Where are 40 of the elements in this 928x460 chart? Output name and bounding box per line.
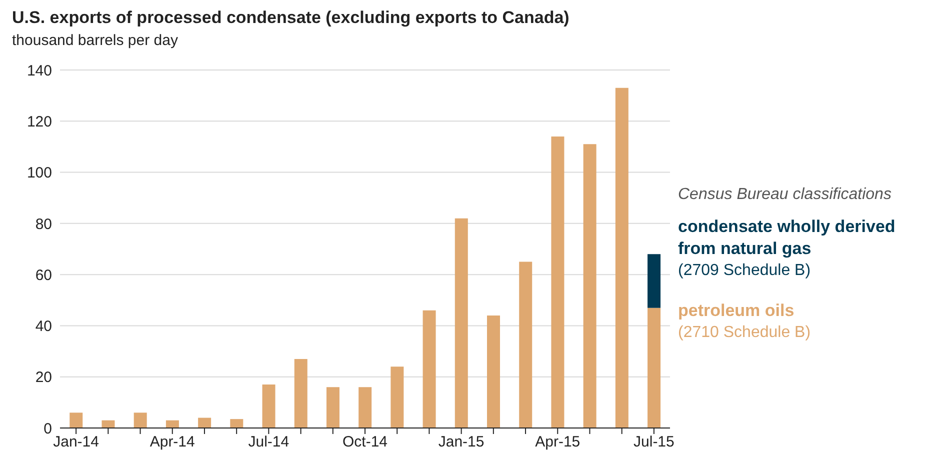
x-tick-label: Jul-15 (634, 434, 674, 451)
y-axis-title: thousand barrels per day (12, 32, 178, 49)
bar (648, 308, 661, 428)
bar (230, 419, 244, 428)
bar (198, 418, 212, 428)
bar (326, 387, 340, 428)
y-tick-label: 140 (26, 62, 52, 80)
y-tick-label: 80 (35, 216, 52, 233)
series-label: condensate wholly derived from natural gas (2709 Schedule B) (678, 216, 896, 281)
y-tick-label: 120 (26, 113, 52, 130)
bar (519, 262, 532, 428)
bar (390, 366, 404, 428)
bar (615, 88, 628, 428)
bar (422, 310, 436, 428)
bar (134, 412, 147, 428)
bar (102, 420, 115, 428)
bar (487, 315, 500, 428)
x-tick-label: Oct-14 (342, 434, 388, 451)
y-tick-label: 40 (35, 318, 52, 336)
bar (648, 254, 661, 308)
bar (358, 387, 372, 428)
x-tick-label: Jan-15 (438, 434, 484, 451)
bar (294, 358, 308, 428)
y-tick-label: 60 (35, 266, 52, 284)
x-tick-label: Apr-14 (150, 434, 195, 451)
series-label: petroleum oils (2710 Schedule B) (678, 300, 812, 343)
x-tick-label: Jul-14 (248, 434, 290, 451)
bar (583, 144, 596, 428)
y-tick-label: 0 (44, 420, 52, 438)
legend-title: Census Bureau classifications (678, 186, 892, 204)
y-tick-label: 20 (35, 369, 52, 386)
bar (262, 384, 276, 428)
x-tick-label: Apr-15 (535, 434, 580, 451)
x-tick-label: Jan-14 (53, 434, 99, 451)
bar (454, 218, 468, 428)
bar (166, 420, 179, 428)
bar (551, 136, 564, 428)
chart-title: U.S. exports of processed condensate (excluding exports to Canada) (12, 8, 570, 28)
y-tick-label: 100 (26, 164, 52, 182)
bar (70, 412, 83, 428)
